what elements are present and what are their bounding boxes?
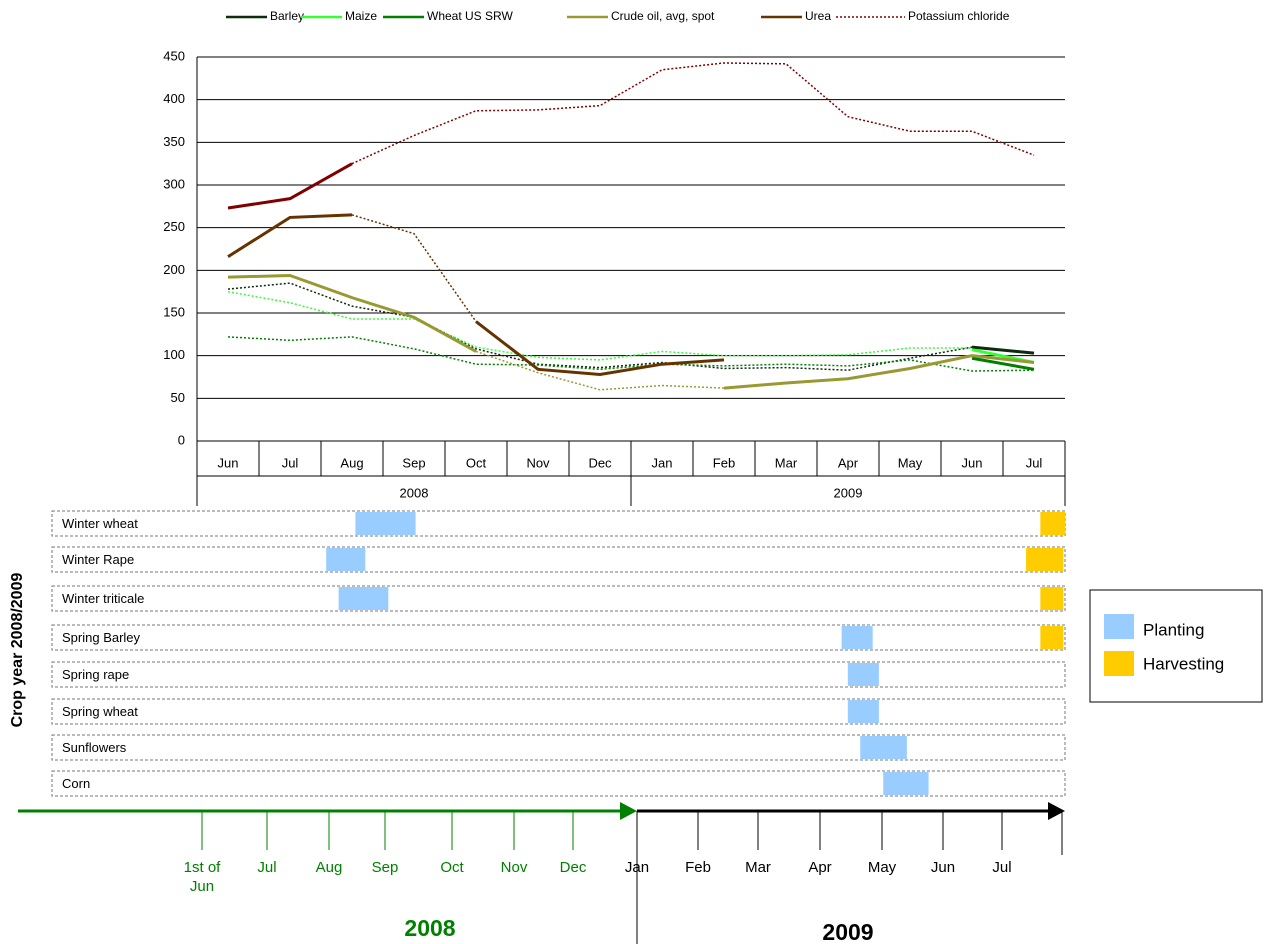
crop-label: Corn: [62, 776, 90, 791]
crop-row: [51, 734, 1066, 761]
y-tick-label: 350: [163, 134, 185, 149]
legend-label: Wheat US SRW: [427, 9, 513, 23]
planting-bar: [847, 663, 879, 686]
x-tick-label: Nov: [526, 455, 550, 470]
timeline-label: Feb: [685, 859, 711, 876]
line-dotted: [351, 62, 1035, 165]
timeline-label: Aug: [315, 859, 343, 876]
crop-label: Winter wheat: [62, 516, 138, 531]
legend-label: Planting: [1143, 620, 1204, 639]
x-tick-label: Jul: [282, 455, 299, 470]
line: [227, 273, 1035, 390]
x-tick-label: Dec: [588, 455, 612, 470]
timeline-label: Dec: [559, 859, 587, 876]
y-tick-label: 150: [163, 304, 185, 319]
harvesting-bar: [1040, 626, 1064, 649]
legend-label: Barley: [270, 9, 304, 23]
timeline-label: Jun: [930, 859, 956, 876]
crop-row: [51, 585, 1066, 612]
timeline-label: Jul: [257, 859, 277, 876]
planting-bar: [847, 700, 879, 723]
crop-label: Spring wheat: [62, 704, 138, 719]
planting-bar: [883, 772, 929, 795]
y-tick-label: 450: [163, 48, 185, 63]
crop-label: Winter triticale: [62, 591, 144, 606]
legend-label: Harvesting: [1143, 654, 1224, 673]
legend-box: [1089, 589, 1263, 703]
line-dotted: [227, 336, 1035, 372]
y-tick-label: 250: [163, 219, 185, 234]
planting-bar: [860, 736, 907, 759]
x-tick-label: Sep: [402, 455, 425, 470]
y-tick-label: 400: [163, 91, 185, 106]
timeline-label: Mar: [745, 859, 771, 876]
line: [971, 356, 1035, 371]
x-tick-label: Jun: [218, 455, 239, 470]
planting-bar: [841, 626, 873, 649]
line-dotted: [475, 350, 725, 391]
year-label: 2009: [822, 919, 873, 944]
x-group-label: 2009: [834, 485, 863, 500]
x-tick-label: Aug: [340, 455, 363, 470]
legend-swatch: [1104, 614, 1134, 639]
line-dotted: [227, 282, 973, 371]
line: [227, 213, 725, 376]
line: [227, 162, 353, 210]
crop-row: [51, 770, 1066, 797]
crop-row: [51, 661, 1066, 688]
y-tick-label: 50: [171, 390, 185, 405]
y-tick-label: 0: [178, 432, 185, 447]
legend-label: Urea: [805, 9, 831, 23]
x-tick-label: Feb: [713, 455, 735, 470]
crop-row: [51, 510, 1066, 537]
timeline-label: Oct: [440, 859, 464, 876]
line-dotted: [227, 290, 972, 361]
crop-label: Sunflowers: [62, 740, 127, 755]
timeline-label: May: [867, 859, 897, 876]
timeline-label: Jan: [624, 859, 650, 876]
timeline-label: Sep: [371, 859, 399, 876]
timeline-arrow: [620, 802, 637, 820]
timeline-arrow: [1048, 802, 1065, 820]
x-tick-label: Apr: [838, 455, 859, 470]
timeline-label: Apr: [808, 859, 832, 876]
x-tick-label: Jul: [1026, 455, 1043, 470]
y-tick-label: 200: [163, 262, 185, 277]
crop-calendar-title: Crop year 2008/2009: [9, 573, 26, 728]
legend-label: Maize: [345, 9, 377, 23]
planting-bar: [338, 587, 389, 610]
y-tick-label: 300: [163, 176, 185, 191]
x-tick-label: Oct: [466, 455, 487, 470]
crop-row: [51, 624, 1066, 651]
x-tick-label: Jan: [652, 455, 673, 470]
line-dotted: [351, 214, 477, 322]
planting-bar: [355, 512, 416, 535]
y-tick-label: 100: [163, 347, 185, 362]
legend-label: Potassium chloride: [908, 9, 1010, 23]
legend-label: Crude oil, avg, spot: [611, 9, 715, 23]
legend-swatch: [1104, 651, 1134, 676]
timeline-label: 1st of Jun: [183, 859, 221, 895]
harvesting-bar: [1040, 512, 1065, 535]
x-group-label: 2008: [400, 485, 429, 500]
crop-label: Winter Rape: [62, 552, 134, 567]
harvesting-bar: [1026, 548, 1064, 571]
timeline-label: Nov: [500, 859, 528, 876]
crop-label: Spring rape: [62, 667, 129, 682]
x-tick-label: May: [898, 455, 923, 470]
line: [971, 345, 1035, 355]
x-tick-label: Jun: [962, 455, 983, 470]
x-tick-label: Mar: [775, 455, 798, 470]
timeline-label: Jul: [992, 859, 1012, 876]
harvesting-bar: [1040, 587, 1064, 610]
year-label: 2008: [404, 915, 455, 941]
crop-row: [51, 546, 1066, 573]
crop-label: Spring Barley: [62, 630, 141, 645]
crop-row: [51, 698, 1066, 725]
planting-bar: [326, 548, 366, 571]
